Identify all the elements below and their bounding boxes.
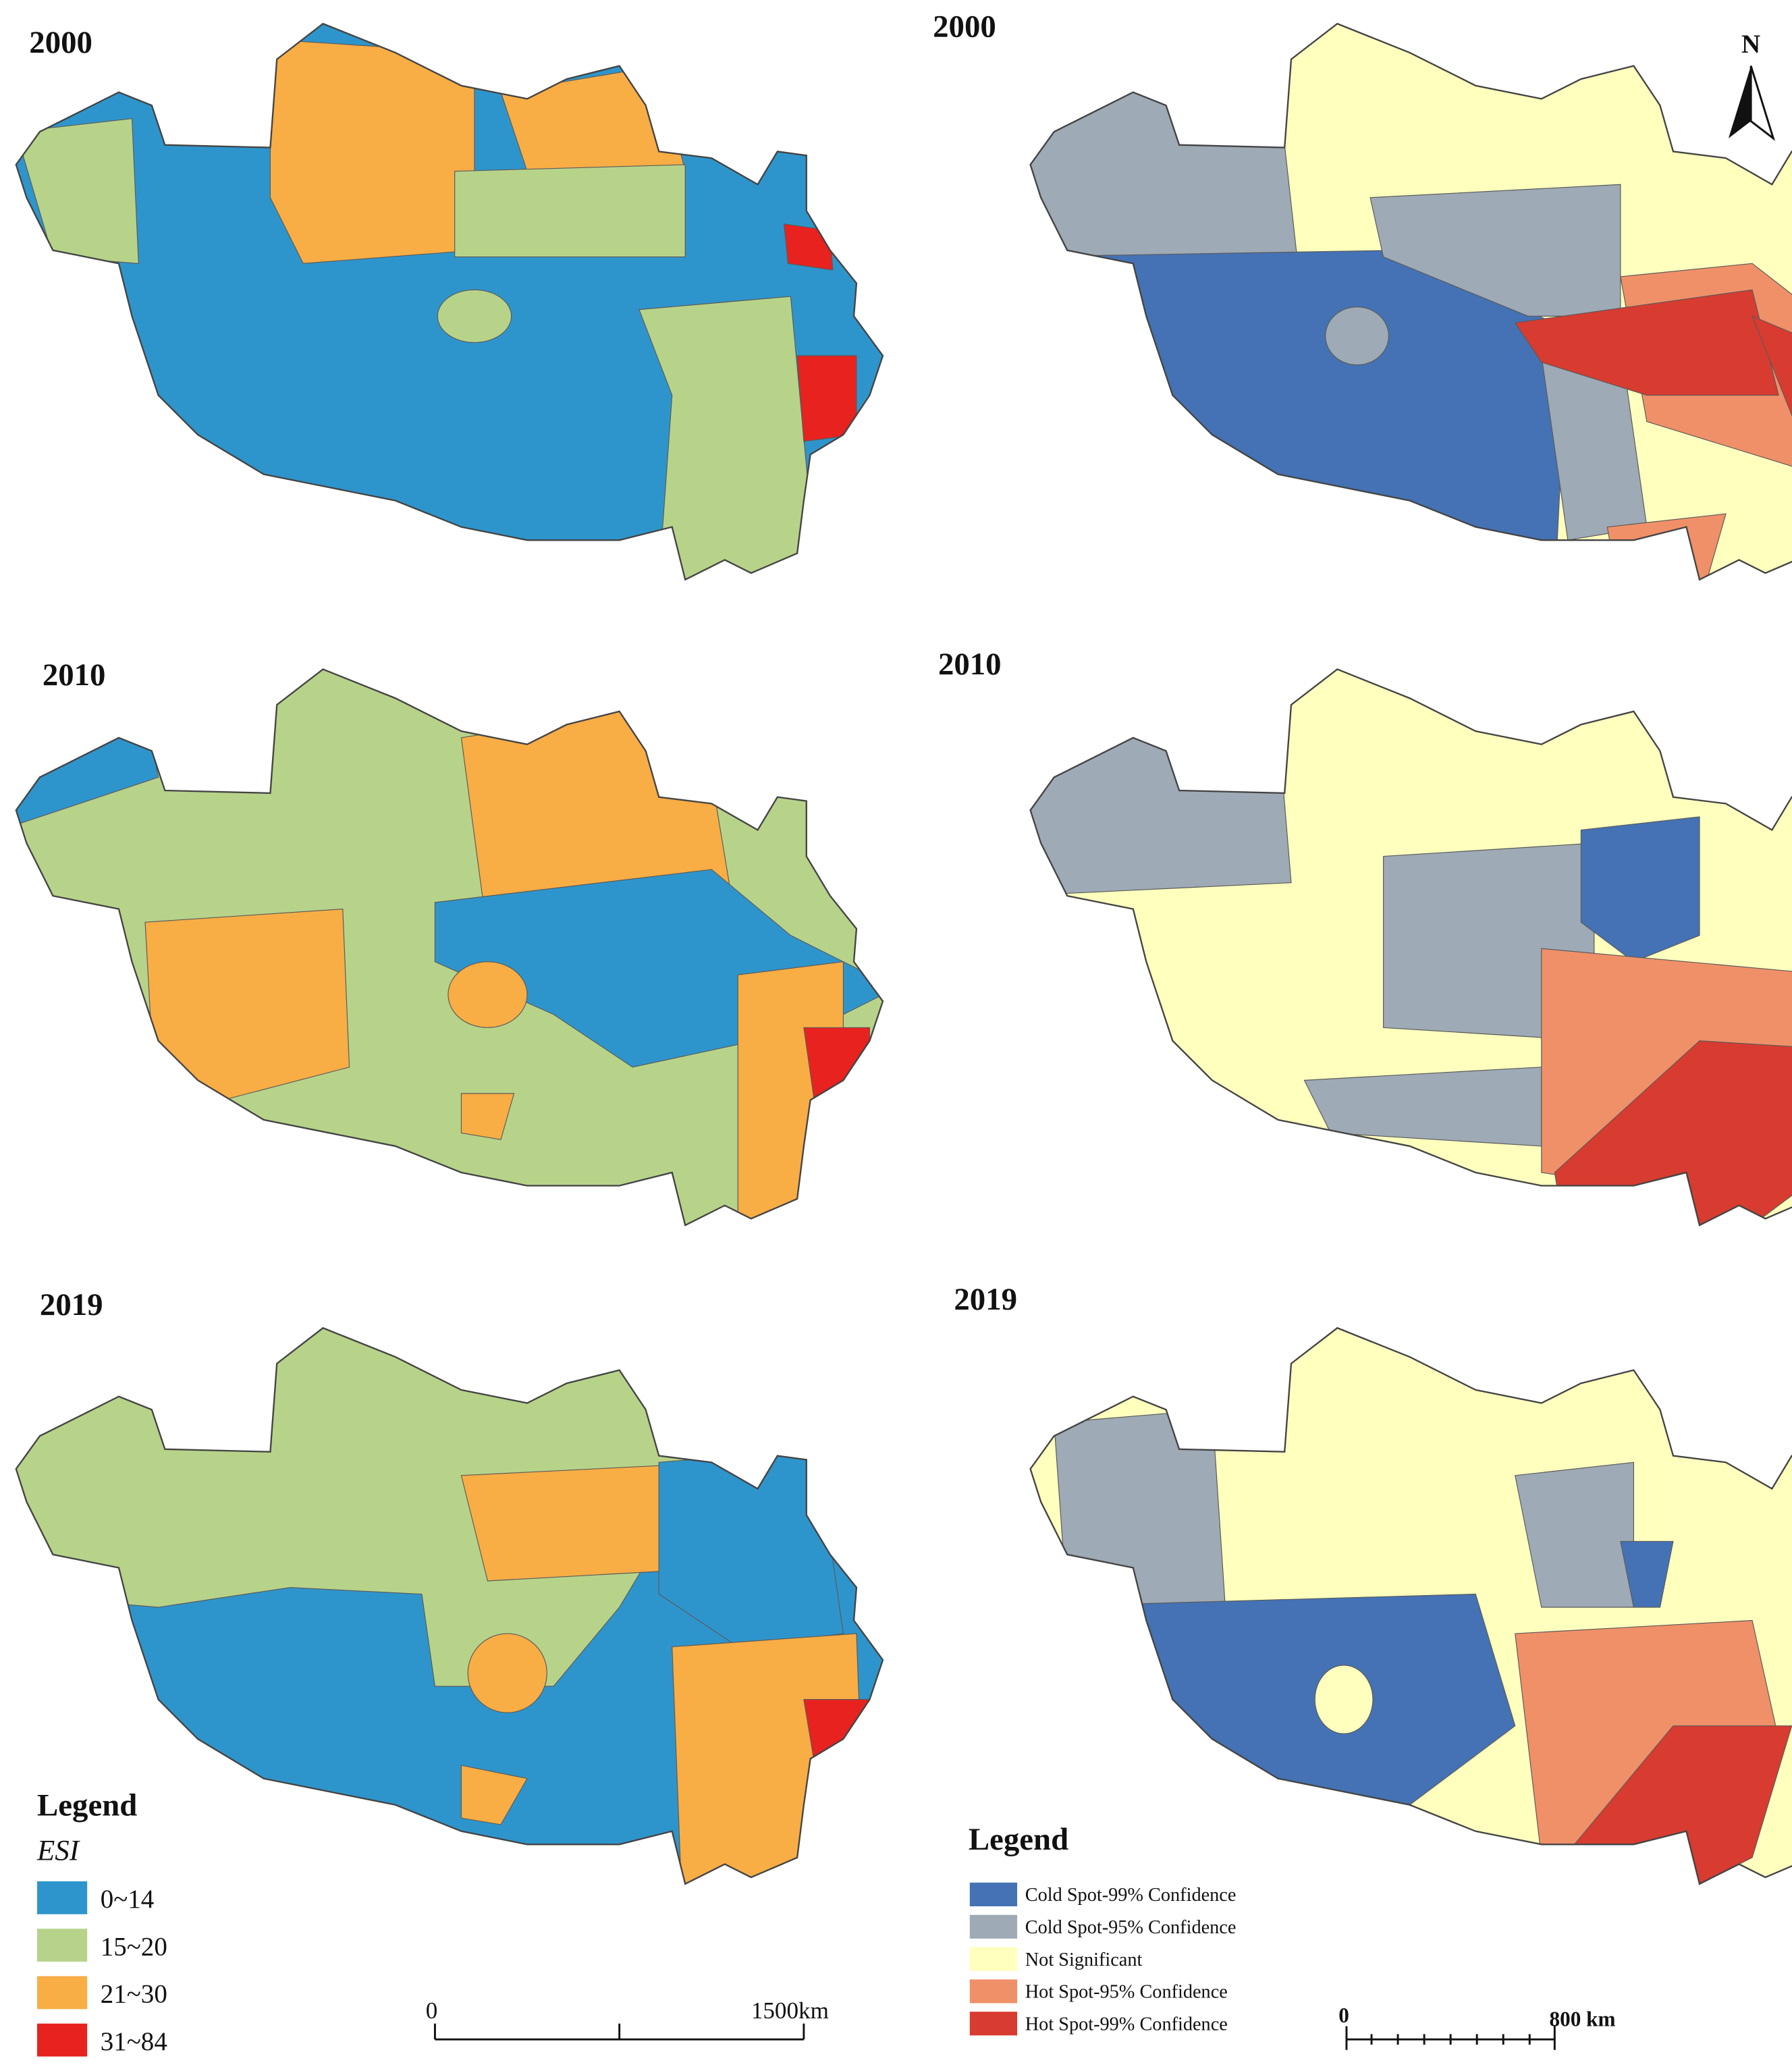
region (639, 296, 818, 580)
map-2010-esi (15, 668, 884, 1227)
legend-swatch (37, 2023, 88, 2057)
region (437, 289, 512, 344)
region (803, 1027, 871, 1121)
region (269, 38, 475, 264)
legend-label: 31~84 (101, 2027, 167, 2056)
map-2000-hotspot (1029, 22, 1792, 581)
region (1054, 1409, 1226, 1608)
region (460, 1765, 528, 1825)
region (672, 1633, 871, 1884)
year-label: 2000 (29, 25, 92, 60)
region (460, 1093, 515, 1140)
legend-subtitle: ESI (36, 1835, 80, 1867)
legend-label: 0~14 (101, 1885, 155, 1914)
region (16, 117, 139, 264)
legend-label: 15~20 (101, 1932, 167, 1961)
map-2010-hotspot (1029, 668, 1792, 1227)
region (447, 961, 528, 1028)
hotspot-legend: Legend Cold Spot-99% Confidence Cold Spot… (969, 1822, 1237, 2036)
legend-label: Cold Spot-99% Confidence (1025, 1885, 1237, 1906)
year-label: 2019 (954, 1282, 1017, 1317)
region (467, 1633, 547, 1713)
year-label: 2010 (938, 647, 1002, 682)
scale-label: 0 (1338, 2003, 1349, 2027)
legend-swatch (969, 2012, 1018, 2036)
legend-swatch (37, 1929, 88, 1962)
region (1314, 1665, 1374, 1734)
region (783, 223, 834, 271)
legend-title: Legend (969, 1822, 1068, 1857)
legend-swatch (37, 1976, 88, 2010)
legend-label: Hot Spot-99% Confidence (1025, 2014, 1228, 2035)
region (1606, 513, 1727, 580)
region (1580, 816, 1700, 963)
year-label: 2010 (43, 657, 106, 693)
region (454, 164, 686, 258)
scale-bar (433, 2023, 805, 2041)
legend-label: Not Significant (1025, 1949, 1143, 1970)
legend-swatch (969, 1914, 1018, 1939)
region (1030, 250, 1569, 580)
map-2000-esi (15, 22, 884, 581)
legend-title: Legend (37, 1787, 137, 1823)
scale-label: 800 km (1550, 2008, 1616, 2031)
year-label: 2019 (40, 1287, 103, 1322)
region (1030, 1593, 1516, 1884)
region (1030, 697, 1292, 896)
region (737, 961, 844, 1226)
esi-legend: Legend ESI 0~14 15~20 21~30 31~84 (36, 1787, 167, 2057)
north-label: N (1741, 30, 1760, 59)
region (803, 1699, 871, 1779)
scale-label: 1500km (751, 1997, 829, 2024)
year-label: 2000 (933, 9, 996, 45)
scale-label: 0 (426, 1997, 438, 2024)
scale-bar (1345, 2026, 1556, 2050)
region (1325, 306, 1390, 366)
map-2019-hotspot (1029, 1327, 1792, 1885)
north-arrow: N (1728, 30, 1776, 141)
legend-swatch (969, 1882, 1018, 1907)
legend-label: 21~30 (101, 1980, 167, 2009)
legend-swatch (969, 1947, 1018, 1971)
region (1620, 1540, 1674, 1608)
legend-label: Cold Spot-95% Confidence (1025, 1917, 1237, 1938)
region (1030, 24, 1299, 264)
legend-label: Hot Spot-95% Confidence (1025, 1982, 1228, 2003)
region (1303, 1067, 1542, 1147)
region (1514, 289, 1779, 396)
legend-swatch (37, 1881, 88, 1914)
legend-swatch (969, 1979, 1018, 2003)
